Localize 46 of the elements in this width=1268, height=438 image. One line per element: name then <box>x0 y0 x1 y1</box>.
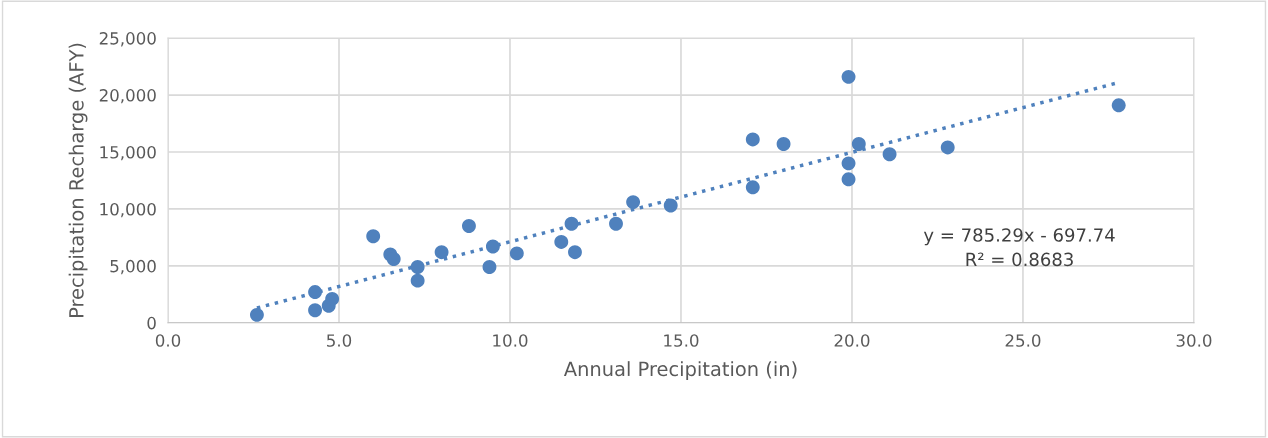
x-axis-title: Annual Precipitation (in) <box>563 361 797 380</box>
x-tick-label: 15.0 <box>664 334 699 347</box>
point <box>564 216 579 231</box>
point <box>386 252 401 266</box>
x-tick-label: 0.0 <box>155 334 181 347</box>
annotation: y = 785.29x - 697.74 <box>923 228 1115 246</box>
point <box>410 260 425 274</box>
point <box>841 69 856 84</box>
point <box>249 307 264 322</box>
x-tick-label: 30.0 <box>1176 334 1212 347</box>
point <box>626 195 641 210</box>
point <box>462 219 476 233</box>
point <box>308 303 323 318</box>
y-axis-title: Precipitation Recharge (AFY) <box>68 43 88 317</box>
point <box>841 172 856 187</box>
point <box>609 216 623 231</box>
point <box>841 156 856 171</box>
point <box>308 285 323 299</box>
y-tick-label: 5,000 <box>110 259 156 275</box>
x-tick-label: 10.0 <box>493 334 528 347</box>
annotation: R² = 0.8683 <box>966 252 1073 267</box>
y-tick-label: 10,000 <box>100 202 156 218</box>
point <box>434 245 449 260</box>
point <box>410 273 425 288</box>
point <box>568 245 582 260</box>
point <box>940 140 955 155</box>
point <box>851 137 866 151</box>
point <box>1111 98 1126 113</box>
point <box>663 198 678 213</box>
point <box>482 260 497 274</box>
point <box>509 246 524 261</box>
point <box>745 180 760 195</box>
y-tick-label: 0 <box>147 316 156 330</box>
y-tick-label: 25,000 <box>99 32 156 47</box>
point <box>882 147 897 162</box>
point <box>776 137 791 151</box>
point <box>366 229 381 244</box>
y-tick-label: 20,000 <box>99 89 156 104</box>
x-tick-label: 5.0 <box>327 334 352 347</box>
y-tick-label: 15,000 <box>100 145 156 161</box>
point <box>325 291 340 306</box>
point <box>485 239 500 254</box>
point <box>745 132 760 147</box>
x-tick-label: 20.0 <box>834 334 870 347</box>
point <box>554 235 569 249</box>
x-tick-label: 25.0 <box>1005 334 1041 347</box>
